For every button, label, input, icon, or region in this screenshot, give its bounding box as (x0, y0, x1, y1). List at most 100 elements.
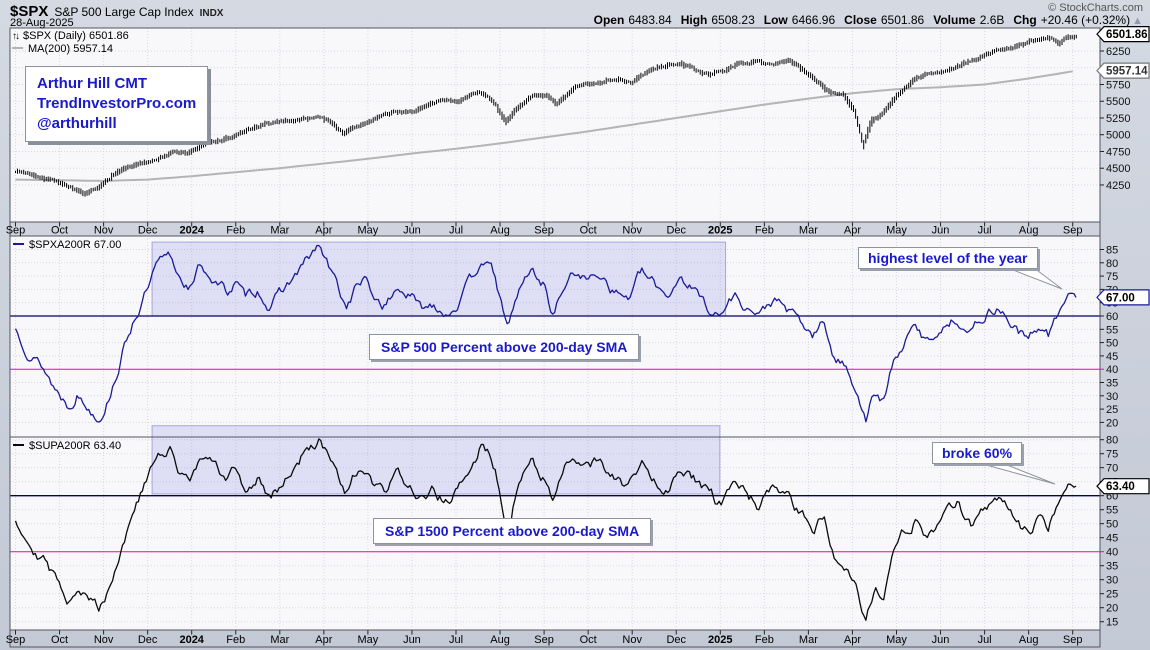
month-label: Sep (6, 634, 26, 646)
axis-value-callout (1096, 478, 1150, 495)
month-label: 2024 (179, 225, 204, 237)
y-tick-label: 4500 (1106, 163, 1130, 175)
ma-line-swatch-icon (12, 46, 23, 50)
month-label: Jun (932, 225, 950, 237)
high-value: 6508.23 (711, 13, 755, 27)
month-label: Jun (403, 225, 421, 237)
month-label: Nov (94, 225, 114, 237)
ma-200-line (15, 70, 1073, 182)
y-tick-label: 5000 (1106, 130, 1130, 142)
month-label: Jul (449, 634, 463, 646)
spxa-legend-value: 67.00 (93, 239, 122, 251)
y-tick-label: 15 (1106, 617, 1118, 629)
supa-title-box: S&P 1500 Percent above 200-day SMA (373, 518, 652, 544)
ma-legend-label: MA(200) (28, 43, 71, 55)
y-tick-label: 70 (1106, 463, 1118, 475)
close-value: 6501.86 (880, 13, 925, 27)
month-label: Jul (449, 225, 463, 237)
credit-line-3: @arthurhill (37, 115, 117, 132)
chg-value: +20.46 (+0.32%) (1040, 13, 1131, 27)
month-label: Dec (138, 225, 158, 237)
y-tick-label: 6250 (1106, 46, 1130, 58)
month-label: Feb (226, 225, 245, 237)
ma-legend: MA(200) 5957.14 (12, 43, 113, 55)
copyright: © StockCharts.com (1048, 2, 1143, 14)
index-name: S&P 500 Large Cap Index (54, 5, 194, 19)
month-label: Jul (978, 225, 992, 237)
y-tick-label: 5750 (1106, 79, 1130, 91)
y-tick-label: 50 (1106, 338, 1118, 350)
highest-level-callout: highest level of the year (858, 247, 1038, 269)
ma-legend-value: 5957.14 (73, 43, 114, 55)
month-label: 2025 (708, 634, 732, 646)
ohlc-quote-row: Open 6483.84 High 6508.23 Low 6466.96 Close 650… (585, 13, 1143, 27)
y-tick-label: 5250 (1106, 113, 1130, 125)
y-tick-label: 25 (1106, 404, 1118, 416)
low-value: 6466.96 (791, 13, 836, 27)
month-label: Mar (799, 634, 818, 646)
y-tick-label: 45 (1106, 533, 1118, 545)
price-bars-series (15, 34, 1077, 197)
chart-header-left: $SPX S&P 500 Large Cap Index INDX (10, 3, 223, 21)
open-label: Open (593, 13, 625, 27)
month-label: May (886, 634, 907, 646)
volume-value: 2.6B (979, 13, 1005, 27)
y-tick-label: 50 (1106, 519, 1118, 531)
month-label: Aug (490, 225, 510, 237)
axis-value-callout (1096, 289, 1150, 306)
credit-annotation-box: Arthur Hill CMT TrendInvestorPro.com @ar… (25, 66, 209, 142)
spxa-line-swatch-icon (13, 242, 24, 246)
month-label: Sep (1063, 634, 1083, 646)
y-tick-label: 55 (1106, 505, 1118, 517)
month-label: Dec (666, 634, 686, 646)
y-tick-label: 4250 (1106, 180, 1130, 192)
month-label: Mar (799, 225, 818, 237)
month-label: Jul (978, 634, 992, 646)
axis-value-label: 6501.86 (1106, 29, 1148, 41)
month-label: Apr (844, 634, 861, 646)
axis-value-label: 5957.14 (1106, 66, 1148, 78)
y-tick-label: 80 (1106, 435, 1118, 447)
credit-line-2: TrendInvestorPro.com (37, 95, 197, 112)
low-label: Low (763, 13, 788, 27)
month-label: Oct (51, 225, 68, 237)
month-label: Mar (270, 225, 289, 237)
open-value: 6483.84 (628, 13, 672, 27)
y-tick-label: 40 (1106, 547, 1118, 559)
y-tick-label: 55 (1106, 324, 1118, 336)
month-label: Mar (270, 634, 289, 646)
price-legend: ↑↓ $SPX (Daily) 6501.86 (12, 30, 129, 42)
y-tick-label: 30 (1106, 575, 1118, 587)
y-tick-label: 75 (1106, 449, 1118, 461)
month-label: Dec (138, 634, 158, 646)
month-label: Sep (1063, 225, 1083, 237)
y-tick-label: 4750 (1106, 146, 1130, 158)
credit-line-1: Arthur Hill CMT (37, 75, 147, 92)
broke-60-callout: broke 60% (932, 442, 1023, 464)
month-label: Feb (226, 634, 245, 646)
month-label: Apr (844, 225, 861, 237)
month-label: 2025 (708, 225, 732, 237)
high-label: High (680, 13, 708, 27)
month-label: Sep (6, 225, 26, 237)
month-label: Nov (622, 634, 642, 646)
exchange: INDX (199, 8, 224, 19)
y-tick-label: 30 (1106, 391, 1118, 403)
chg-label: Chg (1013, 13, 1037, 27)
highlight-region (151, 241, 727, 317)
month-label: Jun (403, 634, 421, 646)
spxa-legend: $SPXA200R 67.00 (13, 239, 121, 251)
month-label: Feb (755, 634, 774, 646)
month-label: Aug (1019, 634, 1039, 646)
axis-value-callout (1096, 26, 1150, 43)
supa-legend: $SUPA200R 63.40 (13, 440, 121, 452)
y-tick-label: 80 (1106, 258, 1118, 270)
chg-up-arrow-icon: ▲ (1132, 15, 1143, 27)
month-label: Sep (534, 225, 554, 237)
chart-frame (9, 27, 1101, 648)
close-label: Close (844, 13, 877, 27)
supa-line-swatch-icon (13, 443, 24, 447)
y-tick-label: 60 (1106, 311, 1118, 323)
axis-value-label: 67.00 (1106, 292, 1135, 304)
month-label: Apr (315, 634, 332, 646)
